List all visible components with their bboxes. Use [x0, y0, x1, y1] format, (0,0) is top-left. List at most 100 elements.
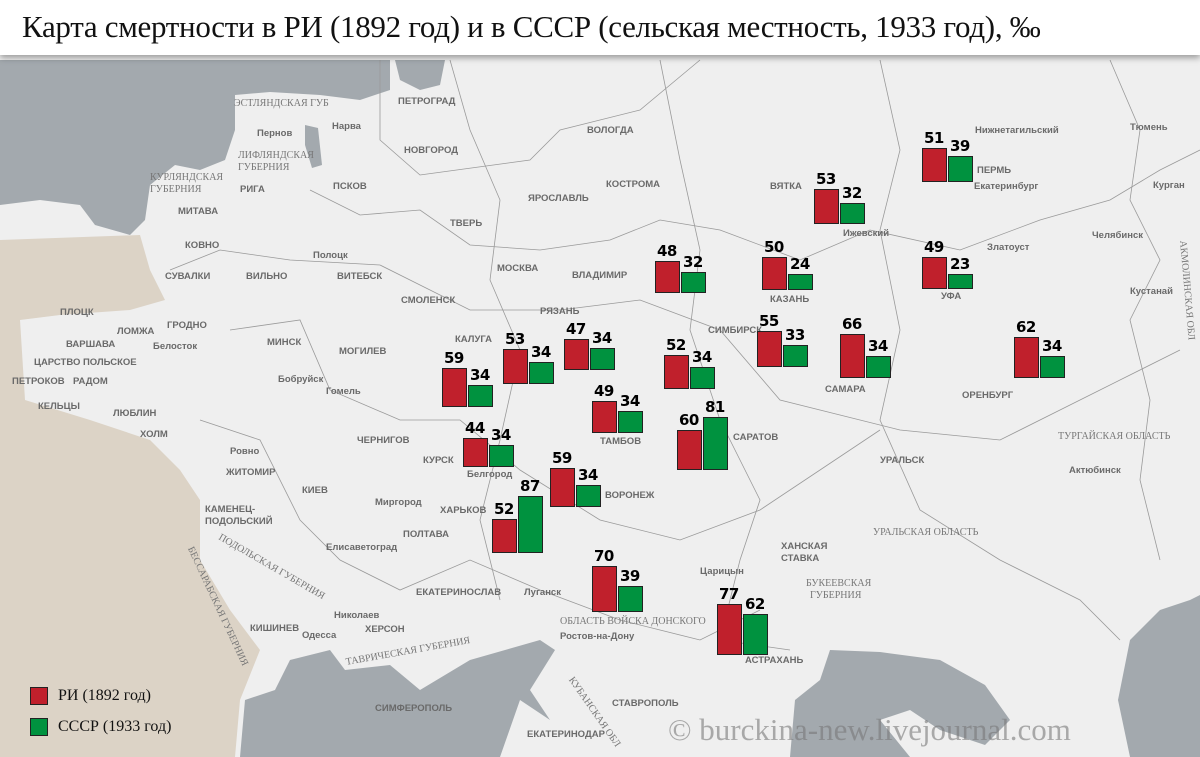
place-label: ЛИФЛЯНДСКАЯ ГУБЕРНИЯ: [238, 150, 314, 173]
bar-ussr-1933: [489, 445, 514, 467]
bar-ri-1892: [664, 355, 689, 389]
place-label: НОВГОРОД: [404, 145, 459, 156]
place-label: ЧЕРНИГОВ: [357, 435, 410, 446]
value-label-ussr: 23: [950, 255, 970, 273]
bar-ri-1892: [677, 430, 702, 470]
value-label-ussr: 33: [785, 326, 805, 344]
province-borders: [169, 59, 1200, 651]
value-label-ussr: 87: [520, 477, 540, 495]
legend-item-ri: РИ (1892 год): [30, 680, 171, 711]
place-label: ЕКАТЕРИНОСЛАВ: [416, 587, 502, 598]
value-label-ussr: 34: [531, 343, 551, 361]
aral-sea: [1118, 595, 1200, 757]
bar-ri-1892: [564, 339, 589, 370]
legend: РИ (1892 год) СССР (1933 год): [30, 680, 171, 742]
bar-ussr-1933: [743, 614, 768, 655]
value-label-ussr: 34: [1042, 337, 1062, 355]
place-label: СИМБИРСК: [708, 325, 763, 336]
value-label-ussr: 34: [578, 466, 598, 484]
bar-ri-1892: [492, 519, 517, 553]
bar-ussr-1933: [1040, 356, 1065, 378]
place-label: ТВЕРЬ: [450, 218, 483, 229]
place-label: Гомель: [326, 386, 361, 397]
bar-ri-1892: [1014, 337, 1039, 378]
value-label-ussr: 34: [491, 426, 511, 444]
place-label: РИГА: [240, 184, 265, 195]
place-label: КИЕВ: [302, 485, 328, 496]
value-label-ussr: 34: [692, 348, 712, 366]
bar-ussr-1933: [783, 345, 808, 367]
place-label: Николаев: [334, 610, 380, 621]
place-label: ВЛАДИМИР: [572, 270, 628, 281]
place-label: МИНСК: [267, 337, 302, 348]
place-label: АСТРАХАНЬ: [745, 655, 804, 666]
value-label-ri: 66: [842, 315, 862, 333]
region-name-label: ВОРОНЕЖ: [605, 490, 655, 501]
place-label: УФА: [941, 291, 962, 302]
place-label: БУКЕЕВСКАЯ: [806, 578, 872, 589]
place-label: ПЕРМЬ: [977, 165, 1012, 176]
place-label: Белосток: [153, 341, 198, 352]
value-label-ri: 49: [924, 238, 944, 256]
value-label-ussr: 34: [620, 392, 640, 410]
bar-ri-1892: [717, 604, 742, 655]
place-label: МИТАВА: [178, 206, 219, 217]
place-label: ВАРШАВА: [66, 339, 116, 350]
bar-ri-1892: [814, 189, 839, 224]
place-label: ПЕТРОКОВ: [12, 376, 65, 387]
place-label: Пернов: [257, 128, 293, 139]
bar-ri-1892: [757, 331, 782, 367]
place-label: ПЕТРОГРАД: [398, 96, 456, 107]
bar-ri-1892: [922, 148, 947, 182]
place-label: ЖИТОМИР: [226, 467, 276, 478]
value-label-ri: 53: [816, 170, 836, 188]
place-label: Актюбинск: [1069, 465, 1121, 476]
place-label: ЛЮБЛИН: [113, 408, 157, 419]
place-label: ГУБЕРНИЯ: [810, 590, 862, 601]
place-label: Тюмень: [1130, 122, 1168, 133]
place-label: Курган: [1153, 180, 1185, 191]
place-label: Белгород: [467, 469, 513, 480]
place-label: Бобруйск: [278, 374, 324, 385]
bar-ri-1892: [463, 438, 488, 467]
value-label-ri: 70: [594, 547, 614, 565]
bar-ri-1892: [592, 401, 617, 433]
place-label: СМОЛЕНСК: [401, 295, 456, 306]
bar-ri-1892: [840, 334, 865, 378]
place-label: ТУРГАЙСКАЯ ОБЛАСТЬ: [1058, 431, 1171, 442]
place-label: Ростов-на-Дону: [560, 631, 635, 642]
legend-label: СССР (1933 год): [58, 717, 172, 735]
lake-ladoga: [395, 60, 445, 90]
bar-ri-1892: [592, 566, 617, 612]
bar-ri-1892: [922, 257, 947, 289]
place-label: СТАВКА: [781, 553, 820, 564]
place-label: ЕКАТЕРИНОДАР: [527, 729, 605, 740]
place-label: КЕЛЬЦЫ: [38, 401, 80, 412]
legend-swatch-red: [30, 686, 48, 705]
bar-ri-1892: [550, 468, 575, 507]
value-label-ri: 59: [444, 349, 464, 367]
value-label-ri: 55: [759, 312, 779, 330]
bar-ussr-1933: [866, 356, 891, 378]
place-label: ВОЛОГДА: [587, 125, 634, 136]
place-label: ГРОДНО: [167, 320, 207, 331]
watermark: © burckina-new.livejournal.com: [668, 712, 1071, 747]
lake-peipus: [305, 125, 322, 168]
value-label-ri: 48: [657, 242, 677, 260]
value-label-ussr: 32: [683, 253, 703, 271]
place-label: Елисаветоград: [326, 542, 398, 553]
bar-ussr-1933: [618, 586, 643, 612]
place-label: КОВНО: [185, 240, 220, 251]
bar-ri-1892: [503, 349, 528, 384]
bar-ri-1892: [442, 368, 467, 407]
place-label: МОГИЛЕВ: [339, 346, 387, 357]
value-label-ussr: 39: [950, 137, 970, 155]
place-label: Нарва: [332, 121, 361, 132]
bar-ussr-1933: [576, 485, 601, 507]
place-label: ЯРОСЛАВЛЬ: [528, 193, 589, 204]
place-label: Царицын: [700, 566, 744, 577]
place-label: Екатеринбург: [974, 181, 1039, 192]
bar-ussr-1933: [840, 203, 865, 224]
place-label: ОРЕНБУРГ: [962, 390, 1014, 401]
bar-ussr-1933: [590, 348, 615, 370]
